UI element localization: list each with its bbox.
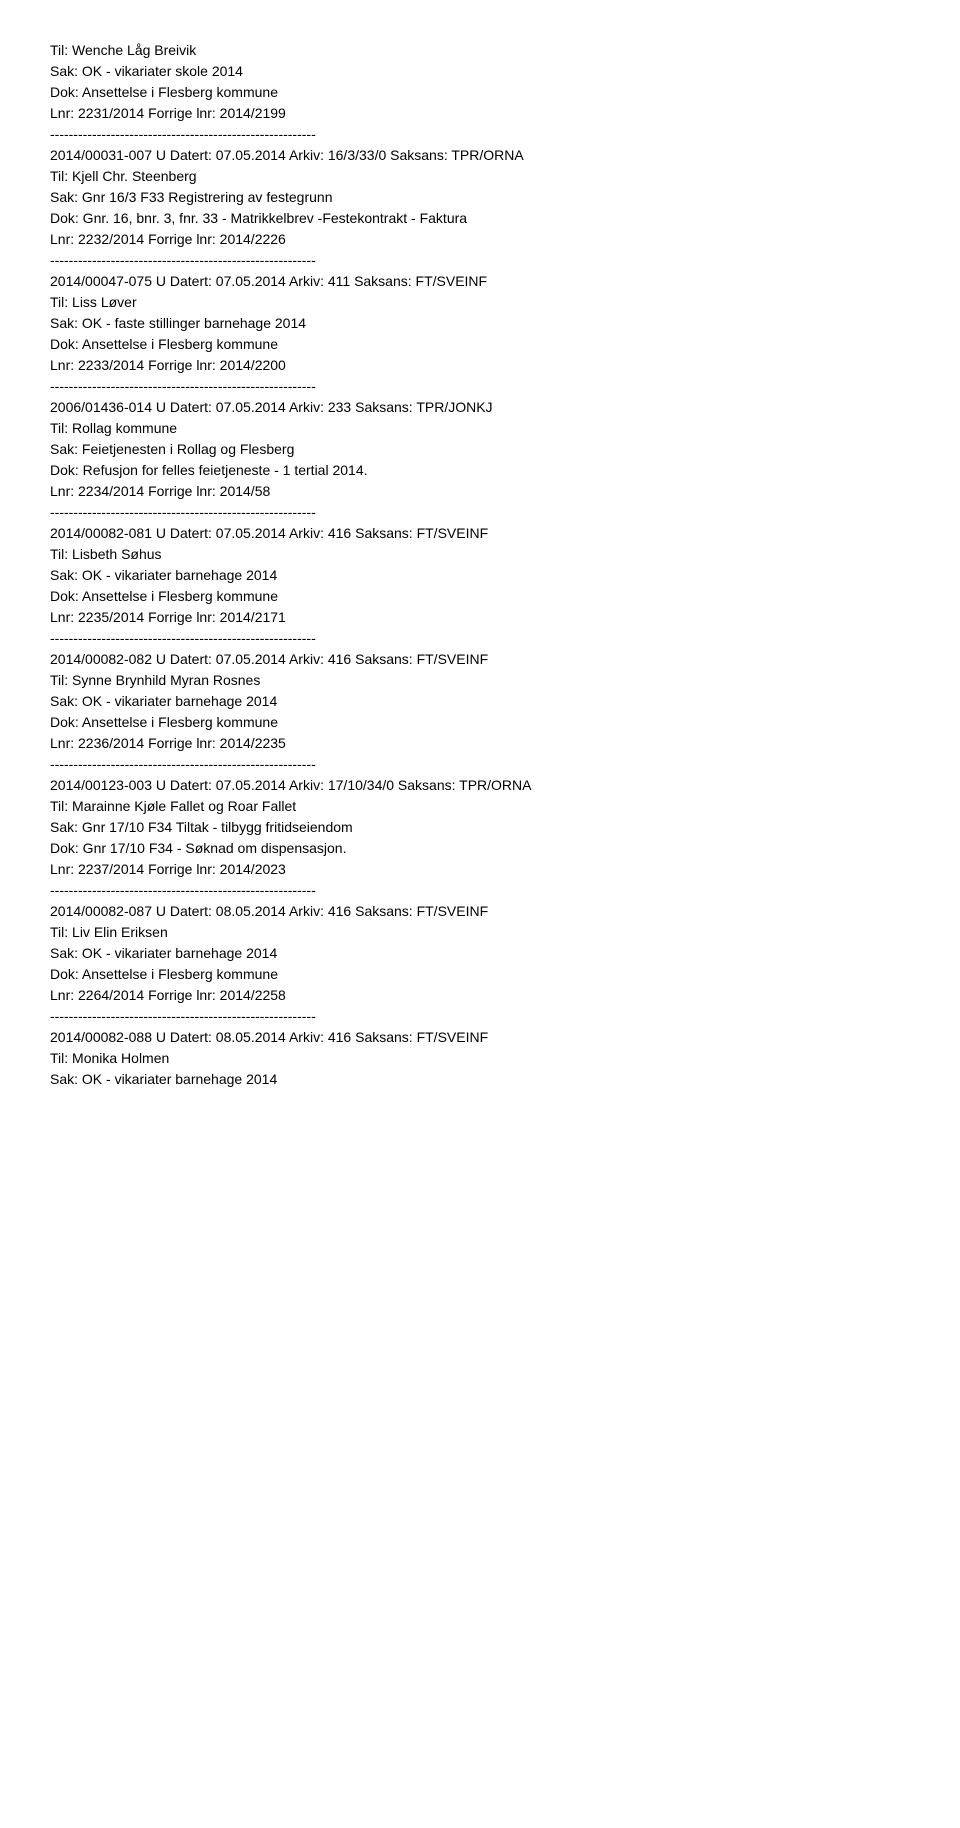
entry-line: Sak: Feietjenesten i Rollag og Flesberg xyxy=(50,439,910,460)
entry-line: Sak: Gnr 17/10 F34 Tiltak - tilbygg frit… xyxy=(50,817,910,838)
entry-line: Sak: OK - vikariater barnehage 2014 xyxy=(50,943,910,964)
entry-line: Lnr: 2237/2014 Forrige lnr: 2014/2023 xyxy=(50,859,910,880)
entry-line: Dok: Refusjon for felles feietjeneste - … xyxy=(50,460,910,481)
journal-entry: Til: Wenche Låg BreivikSak: OK - vikaria… xyxy=(50,40,910,145)
entry-separator: ----------------------------------------… xyxy=(50,628,910,649)
entry-line: Til: Liss Løver xyxy=(50,292,910,313)
entry-separator: ----------------------------------------… xyxy=(50,754,910,775)
entry-header: 2014/00082-081 U Datert: 07.05.2014 Arki… xyxy=(50,523,910,544)
entry-line: Til: Marainne Kjøle Fallet og Roar Falle… xyxy=(50,796,910,817)
entry-line: Til: Rollag kommune xyxy=(50,418,910,439)
journal-entry: 2006/01436-014 U Datert: 07.05.2014 Arki… xyxy=(50,397,910,523)
entry-line: Lnr: 2233/2014 Forrige lnr: 2014/2200 xyxy=(50,355,910,376)
entry-separator: ----------------------------------------… xyxy=(50,376,910,397)
entry-line: Lnr: 2264/2014 Forrige lnr: 2014/2258 xyxy=(50,985,910,1006)
journal-entry: 2014/00047-075 U Datert: 07.05.2014 Arki… xyxy=(50,271,910,397)
entry-line: Lnr: 2236/2014 Forrige lnr: 2014/2235 xyxy=(50,733,910,754)
entry-line: Sak: OK - vikariater barnehage 2014 xyxy=(50,565,910,586)
entry-header: 2014/00082-088 U Datert: 08.05.2014 Arki… xyxy=(50,1027,910,1048)
entry-line: Til: Lisbeth Søhus xyxy=(50,544,910,565)
entry-line: Lnr: 2232/2014 Forrige lnr: 2014/2226 xyxy=(50,229,910,250)
entry-header: 2014/00082-082 U Datert: 07.05.2014 Arki… xyxy=(50,649,910,670)
entry-separator: ----------------------------------------… xyxy=(50,880,910,901)
journal-entry: 2014/00082-082 U Datert: 07.05.2014 Arki… xyxy=(50,649,910,775)
entry-line: Sak: OK - vikariater barnehage 2014 xyxy=(50,1069,910,1090)
entry-line: Lnr: 2234/2014 Forrige lnr: 2014/58 xyxy=(50,481,910,502)
journal-entry: 2014/00123-003 U Datert: 07.05.2014 Arki… xyxy=(50,775,910,901)
entry-separator: ----------------------------------------… xyxy=(50,124,910,145)
entry-header: 2014/00082-087 U Datert: 08.05.2014 Arki… xyxy=(50,901,910,922)
entry-line: Lnr: 2235/2014 Forrige lnr: 2014/2171 xyxy=(50,607,910,628)
entry-line: Sak: OK - vikariater skole 2014 xyxy=(50,61,910,82)
entry-line: Dok: Ansettelse i Flesberg kommune xyxy=(50,964,910,985)
entry-line: Til: Wenche Låg Breivik xyxy=(50,40,910,61)
document-body: Til: Wenche Låg BreivikSak: OK - vikaria… xyxy=(50,40,910,1090)
entry-line: Dok: Ansettelse i Flesberg kommune xyxy=(50,712,910,733)
journal-entry: 2014/00082-087 U Datert: 08.05.2014 Arki… xyxy=(50,901,910,1027)
entry-separator: ----------------------------------------… xyxy=(50,502,910,523)
journal-entry: 2014/00031-007 U Datert: 07.05.2014 Arki… xyxy=(50,145,910,271)
entry-line: Lnr: 2231/2014 Forrige lnr: 2014/2199 xyxy=(50,103,910,124)
entry-line: Sak: OK - faste stillinger barnehage 201… xyxy=(50,313,910,334)
journal-entry: 2014/00082-088 U Datert: 08.05.2014 Arki… xyxy=(50,1027,910,1090)
entry-separator: ----------------------------------------… xyxy=(50,1006,910,1027)
entry-line: Til: Synne Brynhild Myran Rosnes xyxy=(50,670,910,691)
entry-line: Dok: Ansettelse i Flesberg kommune xyxy=(50,586,910,607)
entry-line: Sak: OK - vikariater barnehage 2014 xyxy=(50,691,910,712)
entry-line: Dok: Ansettelse i Flesberg kommune xyxy=(50,82,910,103)
entry-line: Til: Kjell Chr. Steenberg xyxy=(50,166,910,187)
entry-line: Til: Liv Elin Eriksen xyxy=(50,922,910,943)
entry-line: Sak: Gnr 16/3 F33 Registrering av festeg… xyxy=(50,187,910,208)
entry-line: Dok: Ansettelse i Flesberg kommune xyxy=(50,334,910,355)
entry-header: 2006/01436-014 U Datert: 07.05.2014 Arki… xyxy=(50,397,910,418)
entry-separator: ----------------------------------------… xyxy=(50,250,910,271)
entry-line: Til: Monika Holmen xyxy=(50,1048,910,1069)
entry-header: 2014/00123-003 U Datert: 07.05.2014 Arki… xyxy=(50,775,910,796)
entry-line: Dok: Gnr 17/10 F34 - Søknad om dispensas… xyxy=(50,838,910,859)
entry-header: 2014/00031-007 U Datert: 07.05.2014 Arki… xyxy=(50,145,910,166)
entry-header: 2014/00047-075 U Datert: 07.05.2014 Arki… xyxy=(50,271,910,292)
entry-line: Dok: Gnr. 16, bnr. 3, fnr. 33 - Matrikke… xyxy=(50,208,910,229)
journal-entry: 2014/00082-081 U Datert: 07.05.2014 Arki… xyxy=(50,523,910,649)
